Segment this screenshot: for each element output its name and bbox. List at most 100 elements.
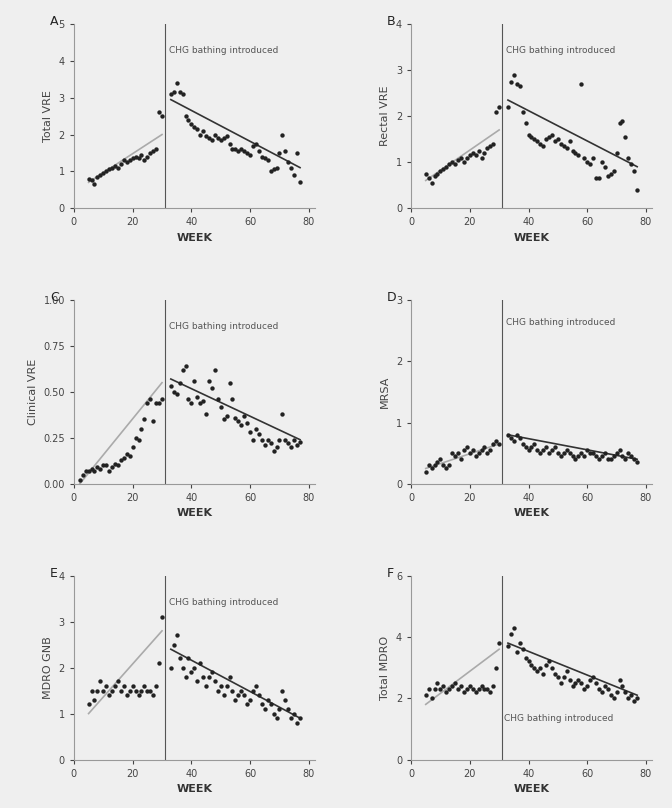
Point bbox=[142, 397, 153, 410]
Point bbox=[558, 671, 569, 684]
Point bbox=[494, 637, 505, 650]
X-axis label: WEEK: WEEK bbox=[513, 784, 550, 794]
Point bbox=[444, 459, 454, 472]
Point bbox=[218, 688, 229, 701]
Point bbox=[620, 130, 631, 143]
Point bbox=[597, 450, 607, 463]
Point bbox=[602, 170, 613, 183]
Point bbox=[423, 683, 434, 696]
Point bbox=[591, 172, 601, 185]
Point bbox=[441, 686, 452, 699]
Point bbox=[257, 150, 267, 163]
Point bbox=[432, 676, 443, 689]
Point bbox=[520, 652, 531, 665]
Point bbox=[541, 440, 552, 453]
Point bbox=[169, 86, 179, 99]
Point bbox=[429, 683, 440, 696]
Y-axis label: MDRO GNB: MDRO GNB bbox=[43, 636, 53, 699]
Point bbox=[456, 151, 466, 164]
Point bbox=[259, 152, 270, 165]
Point bbox=[124, 450, 135, 463]
Point bbox=[435, 452, 446, 465]
Point bbox=[421, 167, 431, 180]
Point bbox=[242, 417, 253, 430]
Point bbox=[617, 450, 628, 463]
Text: CHG bathing introduced: CHG bathing introduced bbox=[503, 713, 613, 722]
Point bbox=[450, 158, 460, 170]
Point bbox=[538, 667, 548, 680]
Point bbox=[239, 688, 249, 701]
Point bbox=[485, 140, 496, 153]
Point bbox=[86, 463, 97, 476]
Point bbox=[151, 143, 161, 156]
Point bbox=[602, 452, 613, 465]
X-axis label: WEEK: WEEK bbox=[513, 233, 550, 242]
Y-axis label: MRSA: MRSA bbox=[380, 376, 390, 408]
Point bbox=[456, 452, 466, 465]
Point bbox=[171, 629, 182, 642]
Point bbox=[423, 459, 434, 472]
Point bbox=[89, 693, 100, 706]
Point bbox=[523, 655, 534, 668]
Point bbox=[198, 671, 208, 684]
Point bbox=[130, 684, 141, 697]
Text: D: D bbox=[387, 291, 396, 304]
Point bbox=[556, 137, 566, 150]
Point bbox=[570, 146, 581, 159]
Point bbox=[602, 683, 613, 696]
Point bbox=[491, 661, 501, 674]
Point bbox=[177, 364, 188, 377]
Point bbox=[450, 676, 460, 689]
Point bbox=[116, 453, 126, 466]
Point bbox=[626, 450, 636, 463]
Point bbox=[479, 440, 490, 453]
Point bbox=[201, 407, 212, 420]
Point bbox=[456, 680, 466, 692]
Point bbox=[617, 114, 628, 127]
Point bbox=[529, 661, 540, 674]
Point bbox=[561, 664, 572, 677]
Point bbox=[154, 397, 165, 410]
Point bbox=[227, 393, 238, 406]
Point bbox=[523, 128, 534, 141]
Point bbox=[242, 146, 253, 159]
Point bbox=[169, 385, 179, 398]
Point bbox=[467, 444, 478, 457]
Point bbox=[593, 452, 604, 465]
Point bbox=[221, 130, 232, 143]
Point bbox=[148, 415, 159, 427]
Point bbox=[579, 683, 589, 696]
Point bbox=[195, 657, 206, 670]
Point bbox=[447, 680, 458, 692]
Point bbox=[195, 397, 206, 410]
Point bbox=[444, 683, 454, 696]
Point bbox=[206, 666, 217, 679]
Point bbox=[283, 437, 294, 450]
Point bbox=[526, 440, 537, 453]
Point bbox=[438, 162, 449, 175]
Point bbox=[180, 671, 191, 684]
Point bbox=[538, 140, 548, 153]
Point bbox=[177, 661, 188, 674]
Point bbox=[169, 638, 179, 651]
Point bbox=[632, 456, 642, 469]
Point bbox=[599, 680, 610, 692]
Point bbox=[130, 150, 141, 163]
Point bbox=[561, 444, 572, 457]
Point bbox=[438, 680, 449, 692]
Point bbox=[221, 680, 232, 692]
Point bbox=[80, 465, 91, 478]
Point bbox=[277, 407, 288, 420]
Point bbox=[92, 684, 103, 697]
Point bbox=[103, 163, 114, 176]
Text: CHG bathing introduced: CHG bathing introduced bbox=[507, 318, 616, 327]
Point bbox=[271, 161, 282, 174]
Point bbox=[289, 707, 300, 720]
Point bbox=[174, 86, 185, 99]
Point bbox=[198, 124, 208, 137]
Point bbox=[576, 78, 587, 90]
Point bbox=[482, 447, 493, 460]
Point bbox=[426, 176, 437, 189]
Point bbox=[122, 688, 132, 701]
Point bbox=[186, 666, 197, 679]
